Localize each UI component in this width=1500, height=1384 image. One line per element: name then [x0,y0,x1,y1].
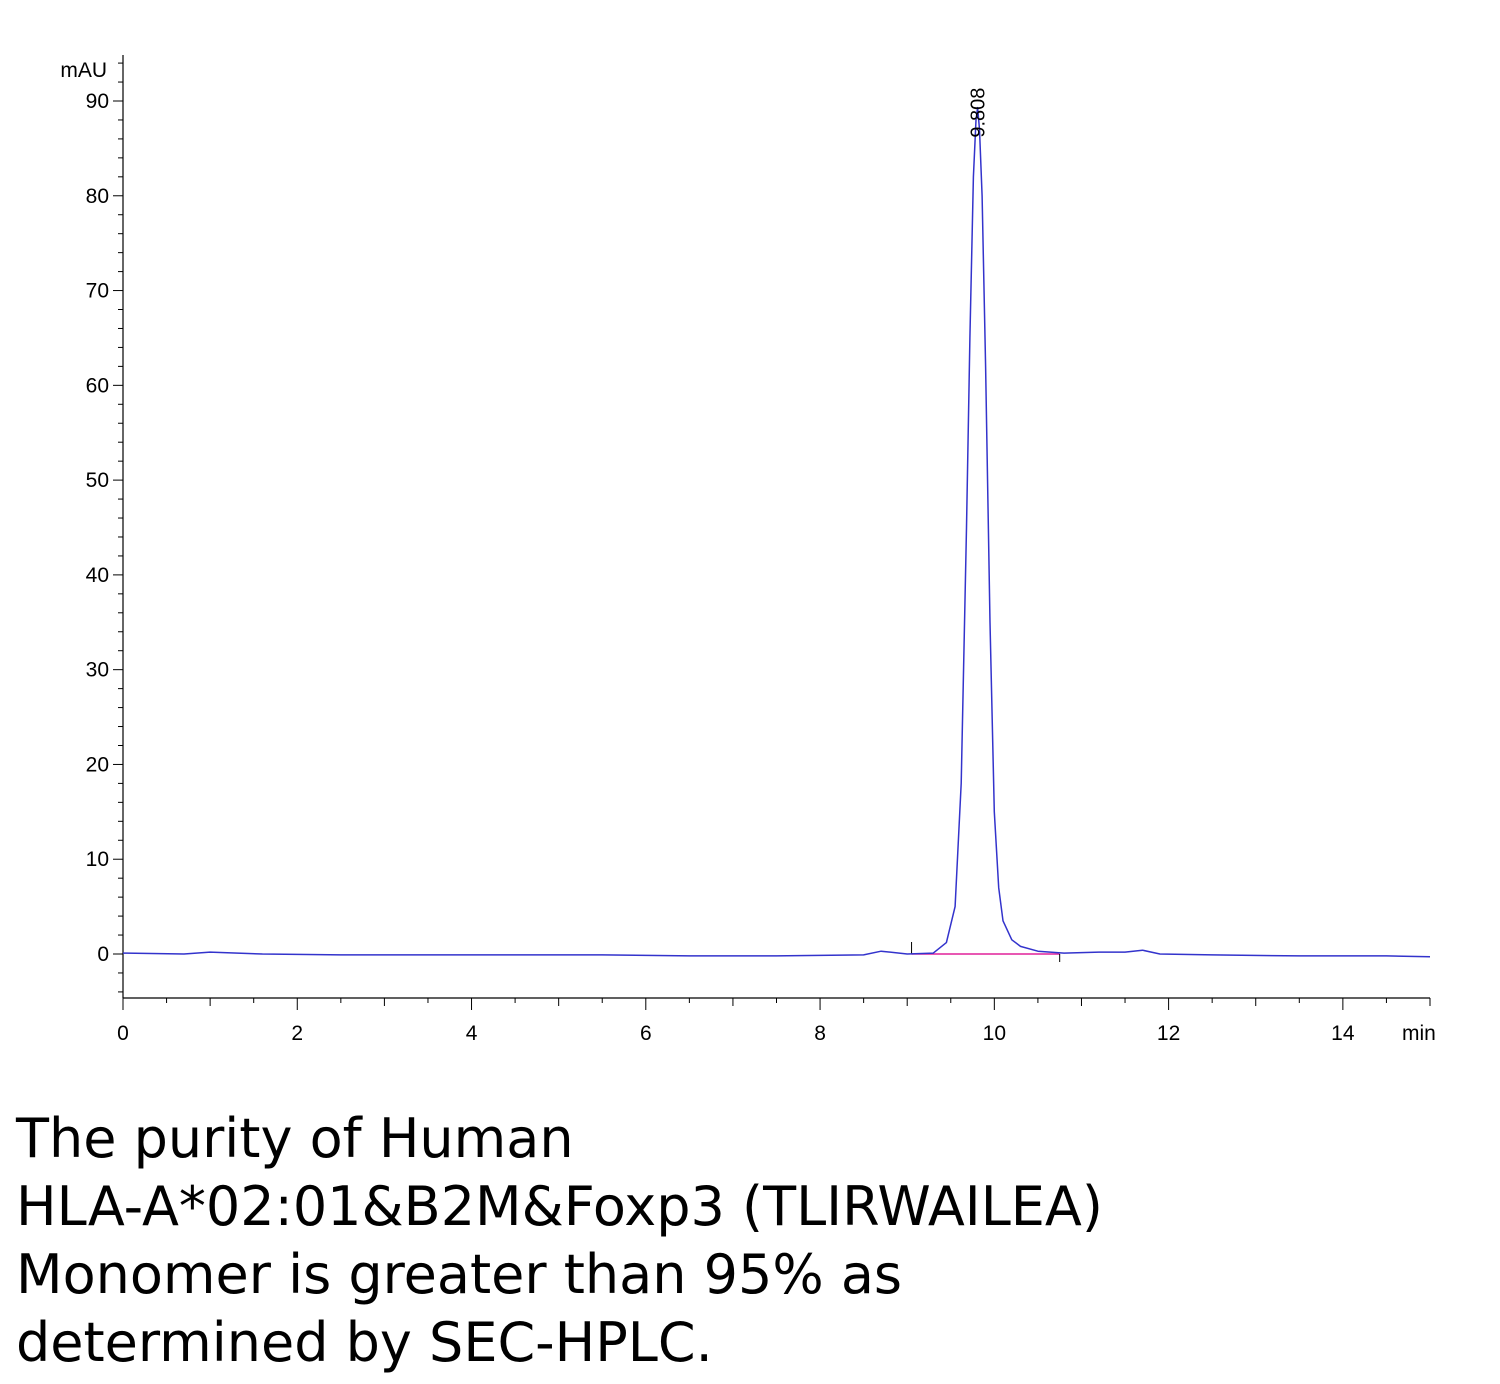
labels: 0 10 20 30 40 50 60 70 80 90 mAU 0 2 4 6 8 10 12 14 min 9.80… [60,59,1436,1045]
y-tick-label: 40 [86,564,109,587]
caption-line-3: Monomer is greater than 95% as [16,1243,903,1306]
caption-line-4: determined by SEC-HPLC. [16,1311,713,1374]
x-tick-label: 2 [291,1022,303,1045]
x-tick-label: 12 [1157,1022,1180,1045]
chart-svg: 0 10 20 30 40 50 60 70 80 90 mAU 0 2 4 6 8 10 12 14 min 9.80… [60,55,1436,1045]
y-tick-label: 50 [86,469,109,492]
caption-line-2: HLA-A*02:01&B2M&Foxp3 (TLIRWAILEA) [16,1175,1103,1238]
y-tick-label: 30 [86,659,109,682]
y-axis-unit-label: mAU [60,59,107,82]
y-tick-label: 10 [86,848,109,871]
peak-retention-label: 9.808 [968,88,990,138]
caption: The purity of Human HLA-A*02:01&B2M&Foxp… [16,1105,1476,1377]
y-tick-label: 20 [86,753,109,776]
x-tick-label: 10 [983,1022,1006,1045]
x-axis-unit-label: min [1402,1022,1436,1045]
caption-line-1: The purity of Human [16,1107,574,1170]
axes [113,55,1431,1010]
y-tick-label: 60 [86,374,109,397]
x-tick-label: 8 [814,1022,826,1045]
y-tick-label: 70 [86,280,109,303]
y-tick-label: 0 [97,943,109,966]
x-tick-label: 14 [1331,1022,1355,1045]
y-tick-label: 80 [86,185,109,208]
y-tick-label: 90 [86,90,109,113]
chromatogram-trace [122,106,1431,958]
x-tick-label: 0 [117,1022,129,1045]
chromatogram-chart: 0 10 20 30 40 50 60 70 80 90 mAU 0 2 4 6 8 10 12 14 min 9.80… [60,55,1436,1045]
x-tick-label: 4 [466,1022,478,1045]
x-tick-label: 6 [640,1022,652,1045]
marks [122,106,1431,962]
